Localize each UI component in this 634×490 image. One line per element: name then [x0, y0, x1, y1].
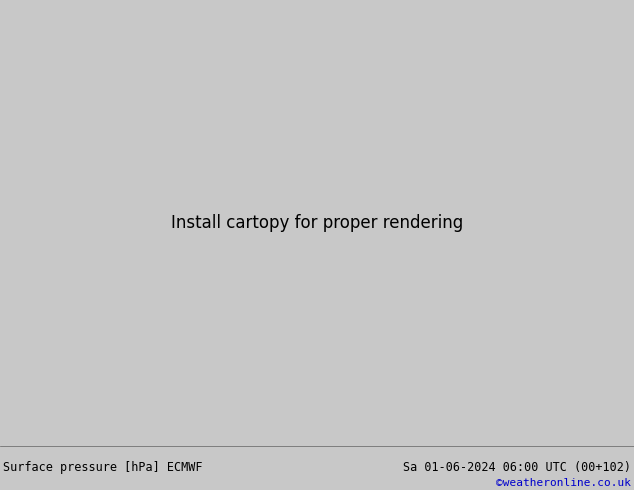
Text: ©weatheronline.co.uk: ©weatheronline.co.uk [496, 478, 631, 488]
Text: Sa 01-06-2024 06:00 UTC (00+102): Sa 01-06-2024 06:00 UTC (00+102) [403, 462, 631, 474]
Text: Surface pressure [hPa] ECMWF: Surface pressure [hPa] ECMWF [3, 462, 203, 474]
Text: Install cartopy for proper rendering: Install cartopy for proper rendering [171, 214, 463, 232]
